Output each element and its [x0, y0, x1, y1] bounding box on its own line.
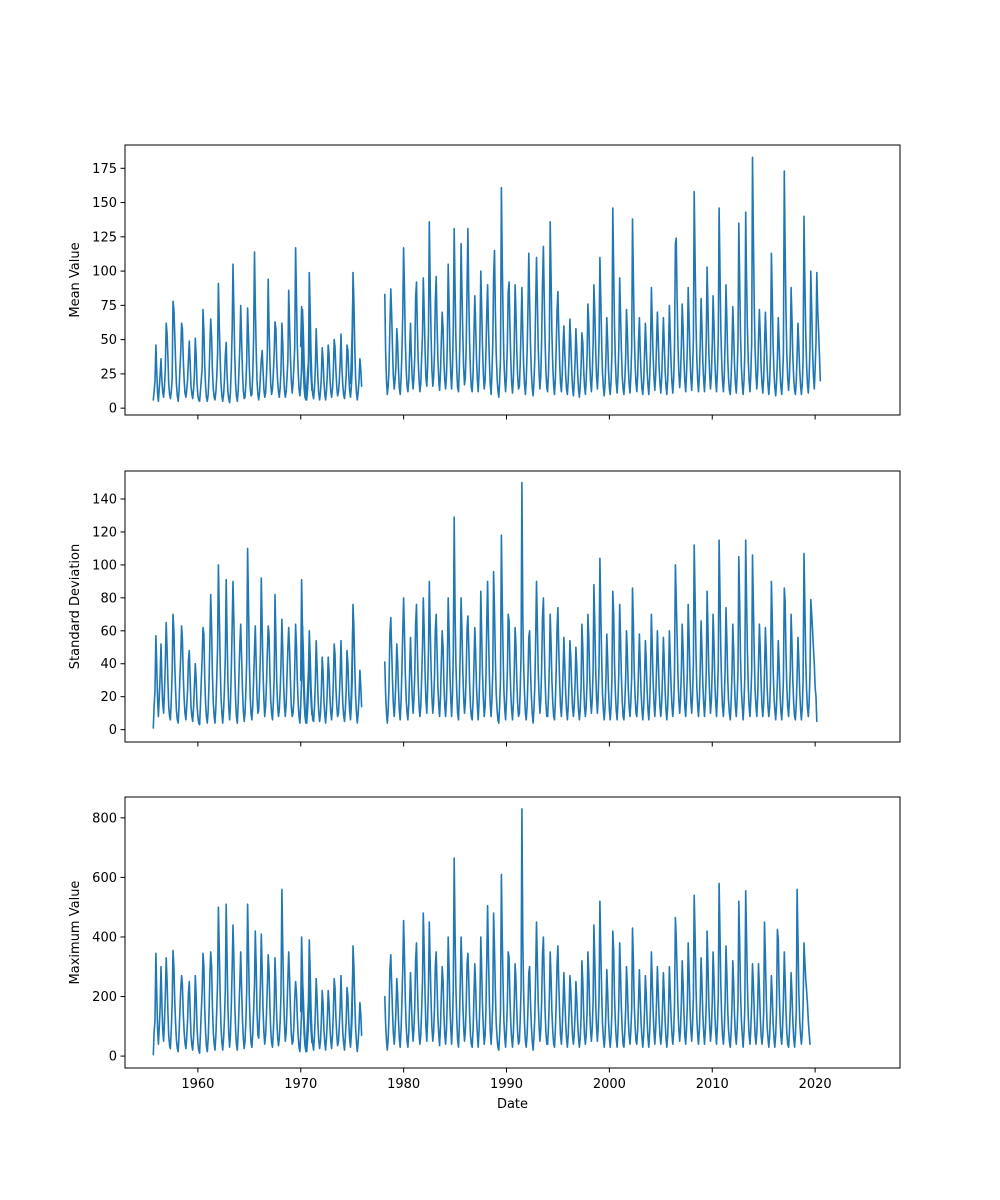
series-lines	[152, 808, 811, 1056]
series-line-segment	[349, 968, 354, 1042]
y-tick-label: 100	[92, 265, 117, 280]
y-tick-label: 175	[92, 162, 117, 177]
y-tick-label: 100	[92, 558, 117, 573]
y-tick-label: 20	[100, 690, 117, 705]
y-axis-label: Mean Value	[68, 242, 83, 317]
y-tick-label: 0	[109, 723, 117, 738]
y-axis-label: Standard Deviation	[68, 544, 83, 669]
series-line-segment	[349, 286, 354, 385]
y-tick-label: 150	[92, 196, 117, 211]
axes-frame	[124, 144, 901, 416]
y-tick-label: 125	[92, 230, 117, 245]
series-line-segment	[349, 613, 354, 715]
x-tick-label: 2000	[593, 1077, 626, 1092]
subplot-mean-value: 0 25 50 75 100 125 150 175 Mean Value	[68, 144, 901, 420]
series-line-segment	[299, 271, 363, 401]
y-tick-label: 0	[109, 402, 117, 417]
x-tick-label: 2010	[696, 1077, 729, 1092]
x-ticks	[197, 742, 816, 747]
y-axis-label: Maximum Value	[68, 881, 83, 985]
y-tick-label: 0	[109, 1050, 117, 1065]
y-tick-label: 60	[100, 624, 117, 639]
x-tick-label: 1970	[284, 1077, 317, 1092]
y-tick-label: 400	[92, 930, 117, 945]
y-tick-label: 120	[92, 525, 117, 540]
y-tick-label: 40	[100, 657, 117, 672]
series-line-segment	[152, 888, 313, 1056]
axes-frame	[124, 796, 901, 1069]
series-lines	[152, 481, 818, 729]
series-line-segment	[152, 247, 313, 404]
x-ticks: 1960 1970 1980 1990 2000 2010 2020	[181, 1068, 832, 1092]
x-tick-label: 1990	[490, 1077, 523, 1092]
subplot-maximum-value: 0 200 400 600 800 1960 1970 1980 1990 2000 2010 20…	[68, 796, 901, 1112]
y-tick-labels: 0 20 40 60 80 100 120 140	[92, 493, 125, 738]
y-tick-label: 140	[92, 493, 117, 508]
series-line-segment	[383, 156, 822, 399]
y-tick-labels: 0 25 50 75 100 125 150 175	[92, 162, 125, 417]
y-tick-label: 80	[100, 591, 117, 606]
x-tick-label: 2020	[799, 1077, 832, 1092]
axes-frame	[124, 470, 901, 743]
y-tick-label: 800	[92, 811, 117, 826]
series-line-segment	[383, 481, 818, 724]
x-ticks	[197, 415, 816, 420]
series-lines	[152, 156, 822, 404]
series-line-segment	[152, 547, 313, 729]
y-tick-label: 25	[100, 367, 117, 382]
y-tick-label: 50	[100, 333, 117, 348]
x-tick-label: 1980	[387, 1077, 420, 1092]
x-tick-label: 1960	[181, 1077, 214, 1092]
subplot-standard-deviation: 0 20 40 60 80 100 120 140 Standard Deviation	[68, 470, 901, 747]
y-tick-labels: 0 200 400 600 800	[92, 811, 125, 1065]
y-tick-label: 600	[92, 871, 117, 886]
y-tick-label: 200	[92, 990, 117, 1005]
y-tick-label: 75	[100, 299, 117, 314]
x-axis-label: Date	[497, 1097, 528, 1112]
series-line-segment	[383, 808, 811, 1051]
